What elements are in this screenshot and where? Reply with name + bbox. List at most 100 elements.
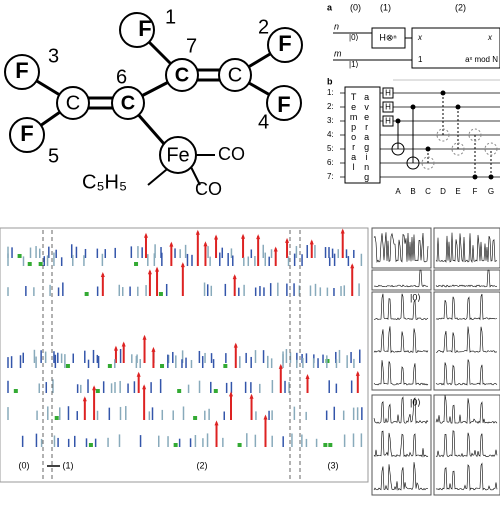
gate: H⊗ⁿ (379, 32, 396, 42)
pulse-head (82, 396, 87, 402)
averaging-label: averaging (362, 92, 372, 182)
pulse-head (355, 370, 360, 376)
pulse-head (180, 262, 185, 268)
qubit-label: 2: (327, 102, 334, 111)
atom: C (121, 92, 135, 114)
pulse (27, 262, 32, 266)
atom-number: 4 (258, 111, 269, 133)
atom: C (66, 92, 80, 114)
pulse-head (233, 342, 238, 348)
spectrum-trace (435, 462, 498, 491)
step-label: A (395, 187, 401, 196)
stage-label: (0) (19, 460, 30, 470)
pulse (65, 364, 70, 368)
pulse-head (136, 371, 141, 377)
pulse (88, 443, 93, 447)
atom-circle (119, 12, 155, 48)
spectrum-trace (435, 359, 498, 386)
atom: C (228, 64, 242, 86)
pulse-head (155, 266, 160, 272)
atom: F (15, 58, 28, 83)
qubit-label: 4: (327, 130, 334, 139)
pulse (173, 443, 178, 447)
atom: F (278, 31, 291, 56)
pulse (95, 389, 100, 393)
step-label: E (455, 187, 460, 196)
pulse-head (305, 373, 310, 379)
pulse-head (214, 234, 219, 240)
atom-circle (9, 117, 45, 153)
output: x (417, 33, 423, 42)
control (395, 118, 401, 124)
stage-label: (3) (328, 460, 339, 470)
register: m (334, 48, 342, 58)
spectrum-frame (433, 394, 500, 496)
pulse (160, 364, 165, 368)
spectrum-trace (373, 462, 429, 491)
pulse (38, 262, 43, 266)
spectrum-trace (435, 232, 498, 264)
pulse (134, 262, 139, 266)
pulse-head (285, 237, 290, 243)
atom: Fe (166, 144, 189, 166)
stage-label: (0) (350, 2, 361, 12)
pulse-head (121, 341, 126, 347)
pulse (17, 254, 22, 258)
step-label: D (440, 187, 446, 196)
pulse (107, 364, 112, 368)
pulse (323, 443, 328, 447)
spectrum-trace (373, 293, 429, 321)
atom-circle (165, 58, 199, 92)
pulse-head (151, 346, 156, 352)
pulse-head (143, 232, 148, 238)
atom-circle (218, 58, 252, 92)
output: x (487, 33, 493, 42)
control (455, 104, 461, 110)
atom-circle (267, 27, 303, 63)
pulse (328, 443, 333, 447)
pulse (213, 389, 218, 393)
pulse-head (256, 234, 261, 240)
gate-label: H (385, 117, 391, 126)
spectrum-frame (433, 227, 500, 269)
gate-label: H (385, 103, 391, 112)
qubit-label: 6: (327, 158, 334, 167)
gate (382, 101, 394, 113)
input: |1⟩ (349, 60, 359, 69)
atom-circle (111, 86, 145, 120)
atom-number: 1 (165, 6, 176, 28)
panel-label: a (327, 2, 333, 12)
spectrum-trace (435, 394, 498, 425)
molecule (4, 12, 303, 186)
spectrum-trace (373, 360, 429, 386)
pulse (237, 443, 242, 447)
ligand: CO (218, 144, 245, 164)
qubit-label: 5: (327, 144, 334, 153)
pulse-head (169, 241, 174, 247)
target (406, 156, 420, 170)
atom: C (175, 64, 189, 86)
stage-label: (1) (63, 460, 74, 470)
spectrum-frame (433, 291, 500, 391)
spectrum-frame (371, 269, 432, 291)
spectrum-trace (373, 326, 429, 354)
qubit-label: 3: (327, 116, 334, 125)
gate-label: H (385, 89, 391, 98)
ligand: C₅H₅ (82, 171, 127, 193)
spectrum-trace (435, 326, 498, 353)
pulse (158, 292, 163, 296)
stage-label: (2) (455, 2, 466, 12)
step-label: F (473, 187, 478, 196)
pulse (177, 389, 182, 393)
spectrum-trace (373, 232, 429, 263)
pulse-head (273, 246, 278, 252)
pulse-head (203, 241, 208, 247)
stage-label: (1) (380, 2, 391, 12)
target (421, 156, 435, 170)
pulse-head (340, 228, 345, 234)
pulse-head (241, 233, 246, 239)
step-label: B (410, 187, 415, 196)
spectrum-trace (373, 396, 429, 424)
atom-circle (159, 136, 197, 174)
